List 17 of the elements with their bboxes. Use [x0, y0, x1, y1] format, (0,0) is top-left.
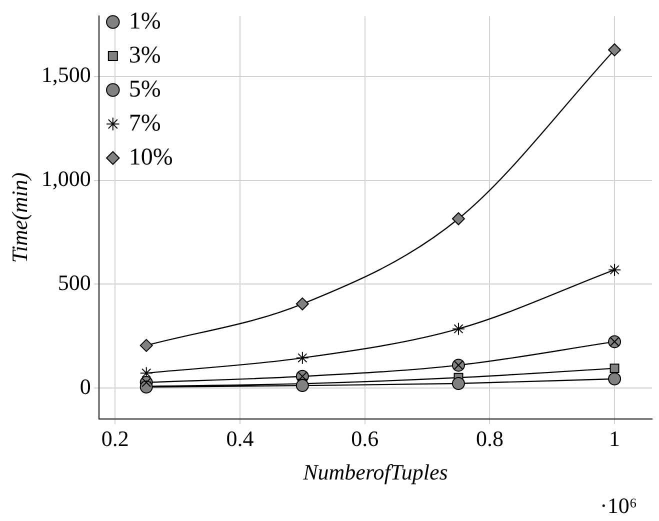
x-axis-title: NumberofTuples [302, 460, 448, 485]
legend-label: 3% [128, 42, 161, 68]
x-tick-label: 0.2 [101, 426, 129, 452]
legend-label: 7% [128, 110, 161, 136]
x-tick-label: 1 [609, 426, 620, 452]
y-tick-label: 1,000 [41, 166, 91, 192]
x-tick-label: 0.6 [351, 426, 379, 452]
y-tick-label: 1,500 [41, 62, 91, 88]
y-tick-label: 0 [80, 374, 91, 399]
y-axis-title: Time(min) [6, 172, 32, 263]
y-tick-label: 500 [58, 270, 91, 295]
x-tick-label: 0.8 [476, 426, 504, 452]
legend-label: 1% [128, 8, 161, 34]
text: ·10⁶ [600, 493, 637, 518]
legend-label: 5% [128, 76, 161, 102]
x-tick-label: 0.4 [226, 426, 254, 452]
legend-label: 10% [128, 144, 173, 170]
